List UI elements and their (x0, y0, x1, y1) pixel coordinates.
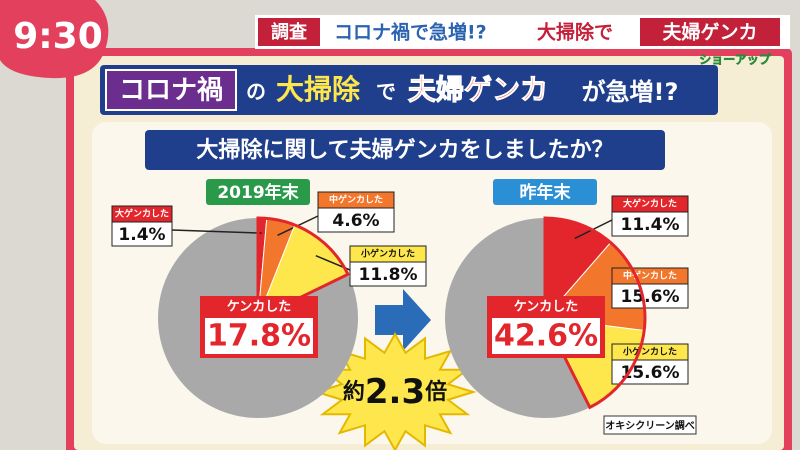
total-body (205, 318, 313, 354)
total-outline (543, 216, 647, 410)
headline-part: で (376, 80, 396, 104)
headline-part: が急増!? (582, 78, 679, 106)
total-name: ケンカした (227, 300, 292, 315)
banner-box (640, 18, 780, 46)
callout-body (317, 207, 395, 233)
callout-body (611, 283, 689, 309)
headline-bg (100, 65, 718, 115)
callout-body (611, 211, 689, 237)
banner-text: 大掃除で (537, 21, 613, 44)
headline-box (105, 69, 237, 111)
headline-part: の (246, 80, 266, 104)
clock: 9:30 (13, 16, 103, 57)
source-box (603, 415, 697, 435)
value-label: 15.6% (621, 287, 680, 307)
callout-body (349, 261, 427, 287)
clock-bg (0, 0, 109, 79)
callout-category: 大ゲンカした (623, 198, 677, 210)
banner-tag-bg (258, 18, 320, 46)
pie-title-bg (206, 179, 310, 205)
value-label: 1.4% (118, 225, 165, 245)
value-label: 11.4% (621, 215, 680, 235)
value-label: 15.6% (621, 363, 680, 383)
leader-line (171, 229, 262, 234)
total-name: ケンカした (514, 300, 579, 315)
ratio-prefix: 約 (343, 379, 365, 405)
callout-category: 中ゲンカした (329, 194, 383, 206)
total-label: 17.8% (207, 319, 311, 354)
banner-text: コロナ禍で急増!? (334, 21, 487, 44)
value-label: 11.8% (359, 265, 418, 285)
callout-category: 小ゲンカした (622, 346, 677, 358)
pie-title: 昨年末 (520, 182, 572, 203)
headline-part: コロナ禍 (119, 76, 223, 106)
ratio-suffix: 倍 (425, 379, 447, 405)
question: 大掃除に関して夫婦ゲンカをしましたか？ (196, 137, 613, 163)
callout-category: 大ゲンカした (115, 208, 169, 220)
total-outline (256, 216, 350, 321)
headline-part: 夫婦ゲンカ (408, 73, 548, 106)
callout-body (111, 221, 173, 247)
value-label: 4.6% (332, 211, 379, 231)
question-bg (145, 130, 665, 170)
pie-title: 2019年末 (217, 182, 299, 203)
banner-text: 夫婦ゲンカ (662, 21, 757, 44)
source: オキシクリーン調べ (605, 419, 695, 432)
arrow (375, 289, 431, 351)
total-body (492, 318, 600, 354)
ratio: 約2.3倍 (343, 372, 447, 412)
banner-tag: 調査 (271, 21, 307, 43)
callout-category: 中ゲンカした (623, 270, 677, 282)
ratio-number: 2.3 (365, 372, 425, 412)
pie-title-bg (493, 179, 597, 205)
callout-category: 小ゲンカした (360, 248, 415, 260)
show-logo: ショーアップ (699, 52, 772, 67)
total-label: 42.6% (494, 319, 598, 354)
headline-part: 大掃除 (276, 73, 361, 106)
